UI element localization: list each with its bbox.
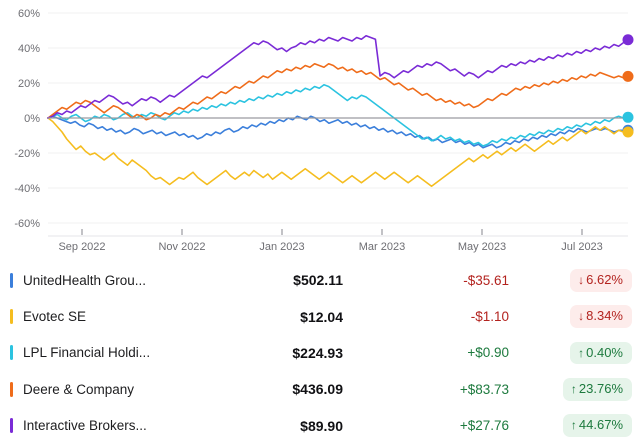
arrow-down-icon: ↓: [578, 272, 585, 287]
percent-change-cell: ↑ 23.76%: [523, 378, 632, 401]
arrow-up-icon: ↑: [570, 382, 577, 397]
price-value: $224.93: [292, 344, 343, 361]
chart-svg: 60% 40% 20% 0% -20% -40% -60% Sep 2022 Nov 2022…: [14, 8, 634, 253]
series-line: [47, 62, 629, 121]
company-name[interactable]: UnitedHealth Grou...: [23, 272, 147, 288]
legend-table: UnitedHealth Grou... $502.11 -$35.61 ↓ 6.62%…: [0, 262, 640, 444]
percent-change-text: 44.67%: [578, 417, 623, 433]
percent-change-badge: ↓ 8.34%: [570, 305, 632, 328]
y-axis-tick-label: -60%: [14, 218, 40, 230]
series-color-swatch: [10, 309, 13, 325]
percent-change-text: 8.34%: [586, 308, 623, 324]
series-end-marker: [622, 126, 634, 138]
x-axis-tick-label: Sep 2022: [58, 241, 105, 253]
series-color-swatch: [10, 272, 13, 288]
series-color-swatch: [10, 345, 13, 361]
x-axis-tick-label: May 2023: [458, 241, 506, 253]
company-name[interactable]: Evotec SE: [23, 309, 87, 325]
series-end-marker: [622, 70, 634, 82]
company-name[interactable]: Deere & Company: [23, 381, 135, 397]
x-axis-tick-label: Mar 2023: [359, 241, 405, 253]
x-axis-tick-label: Jan 2023: [259, 241, 304, 253]
arrow-up-icon: ↑: [578, 345, 585, 360]
x-axis-tick-label: Nov 2022: [158, 241, 205, 253]
x-axis-labels: Sep 2022 Nov 2022 Jan 2023 Mar 2023 May 2023…: [58, 241, 602, 253]
legend-row[interactable]: Deere & Company $436.09 +$83.73 ↑ 23.76%: [0, 371, 640, 407]
series-line: [47, 115, 629, 149]
price-change-value: -$35.61: [463, 272, 509, 288]
price-change-value: +$0.90: [467, 345, 509, 361]
y-axis-tick-label: 60%: [18, 8, 40, 20]
percent-change-badge: ↑ 23.76%: [562, 378, 632, 401]
price-change-value: +$83.73: [459, 381, 509, 397]
y-axis-tick-label: 40%: [18, 43, 40, 55]
price-value: $436.09: [292, 381, 343, 398]
company-name[interactable]: LPL Financial Holdi...: [23, 345, 151, 361]
y-axis-tick-label: -20%: [14, 148, 40, 160]
legend-row[interactable]: UnitedHealth Grou... $502.11 -$35.61 ↓ 6.62%: [0, 262, 640, 298]
series-end-markers: [622, 34, 634, 138]
price-change-value: -$1.10: [470, 309, 509, 325]
price-value: $502.11: [293, 272, 343, 289]
price-change-value: +$27.76: [459, 418, 509, 434]
percent-change-cell: ↓ 8.34%: [523, 305, 632, 328]
series-line: [47, 83, 629, 147]
arrow-down-icon: ↓: [578, 309, 585, 324]
y-axis-tick-label: -40%: [14, 183, 40, 195]
series-end-marker: [622, 34, 634, 46]
percent-change-badge: ↓ 6.62%: [570, 268, 632, 292]
x-axis: [48, 229, 628, 237]
percent-change-cell: ↓ 6.62%: [523, 268, 632, 292]
percent-change-text: 0.40%: [586, 344, 623, 360]
price-value: $12.04: [300, 308, 343, 325]
series-lines: [47, 34, 629, 188]
percent-change-cell: ↑ 44.67%: [523, 414, 632, 438]
series-color-swatch: [10, 381, 13, 397]
x-axis-tick-label: Jul 2023: [561, 241, 603, 253]
legend-row[interactable]: Evotec SE $12.04 -$1.10 ↓ 8.34%: [0, 298, 640, 334]
legend-row[interactable]: LPL Financial Holdi... $224.93 +$0.90 ↑ 0.40…: [0, 335, 640, 371]
performance-chart[interactable]: 60% 40% 20% 0% -20% -40% -60% Sep 2022 Nov 2022…: [0, 0, 640, 262]
y-axis-tick-label: 0%: [24, 113, 40, 125]
percent-change-cell: ↑ 0.40%: [523, 341, 632, 365]
series-end-marker: [622, 111, 634, 123]
series-line: [47, 34, 629, 119]
price-value: $89.90: [300, 417, 343, 434]
percent-change-text: 6.62%: [586, 271, 623, 287]
percent-change-badge: ↑ 0.40%: [570, 341, 632, 365]
percent-change-badge: ↑ 44.67%: [562, 414, 632, 438]
arrow-up-icon: ↑: [570, 418, 577, 433]
series-line: [47, 117, 629, 188]
percent-change-text: 23.76%: [578, 381, 623, 397]
y-axis-labels: 60% 40% 20% 0% -20% -40% -60%: [14, 8, 40, 230]
series-color-swatch: [10, 418, 13, 434]
legend-row[interactable]: Interactive Brokers... $89.90 +$27.76 ↑ 44.6…: [0, 408, 640, 444]
company-name[interactable]: Interactive Brokers...: [23, 418, 147, 434]
y-axis-tick-label: 20%: [18, 78, 40, 90]
